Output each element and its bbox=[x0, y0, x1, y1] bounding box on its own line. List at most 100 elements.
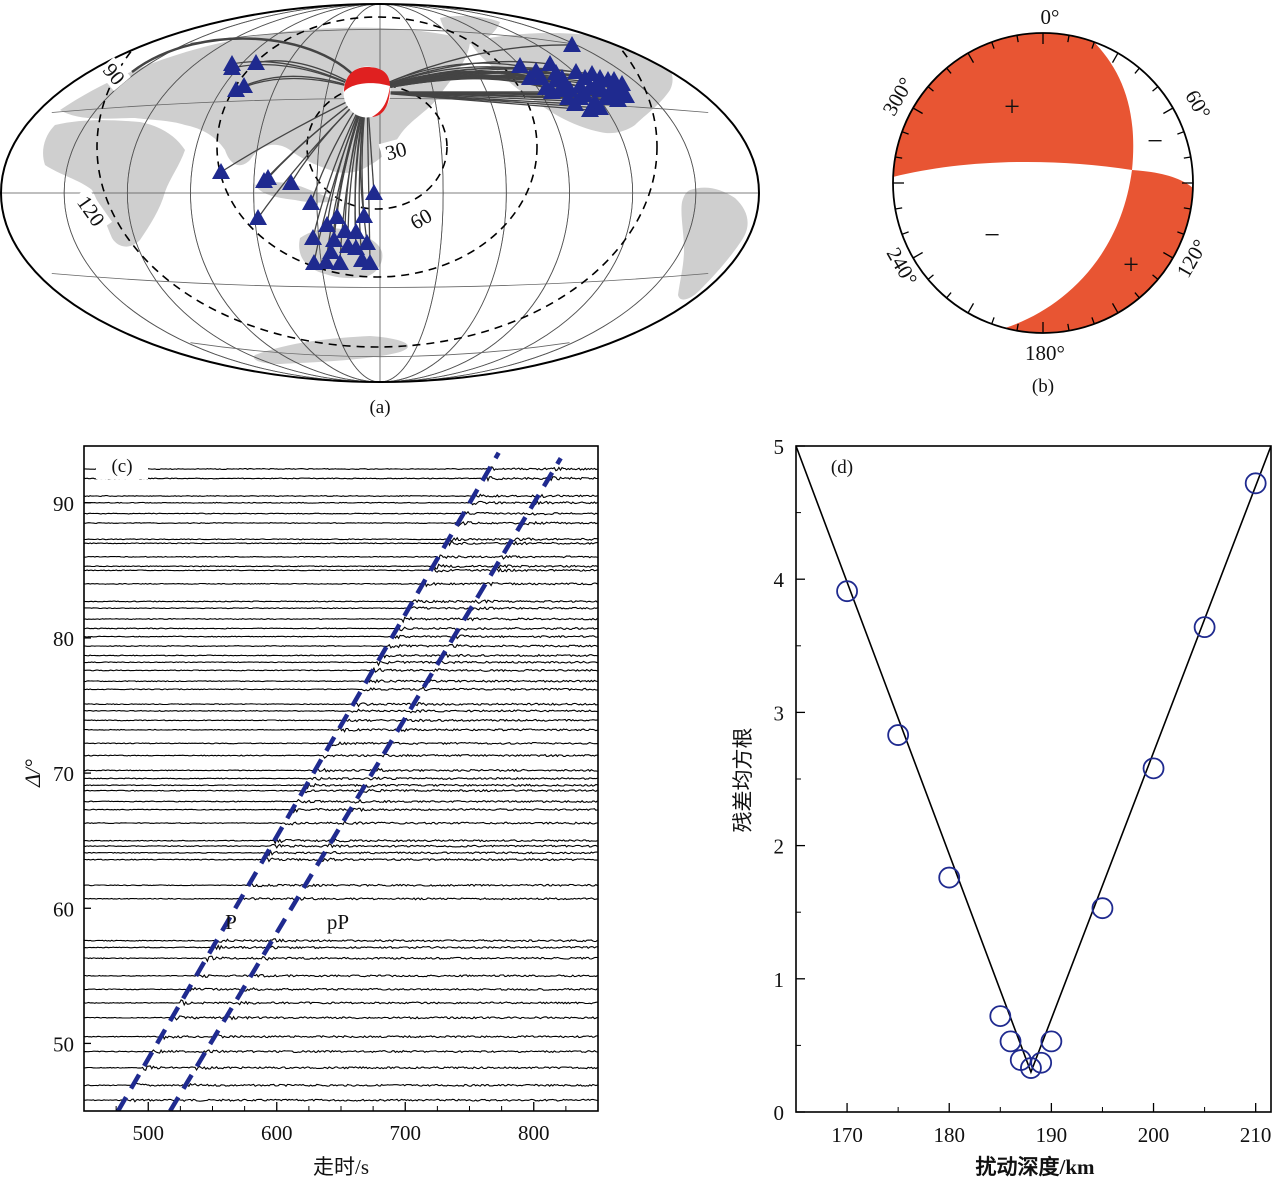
y-tick-label: 5 bbox=[774, 435, 785, 459]
azimuth-tick bbox=[946, 67, 952, 74]
seismogram-trace bbox=[84, 562, 598, 570]
seismogram-trace bbox=[84, 678, 598, 684]
seismogram-trace bbox=[84, 652, 598, 659]
azimuth-tick bbox=[967, 303, 975, 314]
rms-depth-panel: 170 180 190 200 210 0 1 2 3 4 5 (d) 扰动深度/km 残差均方根 bbox=[731, 435, 1272, 1179]
triangle-icon bbox=[556, 75, 574, 91]
azimuth-tick bbox=[1177, 231, 1185, 235]
land-north-america bbox=[470, 33, 673, 134]
axes-c: 500 600 700 800 50 60 70 80 90 bbox=[53, 492, 567, 1145]
azimuth-tick bbox=[1152, 274, 1159, 280]
azimuth-tick bbox=[901, 231, 909, 235]
seismogram-trace bbox=[84, 882, 598, 888]
seismogram-trace bbox=[84, 702, 598, 708]
polarity-plus-southeast: + bbox=[1123, 250, 1139, 281]
seismogram-trace bbox=[84, 510, 598, 516]
seismogram-trace bbox=[84, 466, 598, 472]
ray-path bbox=[366, 91, 576, 105]
azimuth-label-0: 0° bbox=[1041, 5, 1060, 29]
triangle-icon bbox=[601, 85, 619, 101]
seismogram-trace bbox=[84, 475, 598, 483]
seismogram-trace bbox=[84, 1032, 598, 1041]
seismogram-trace bbox=[84, 666, 598, 673]
seismogram-trace bbox=[84, 579, 598, 588]
seismogram-trace bbox=[84, 985, 598, 992]
data-point bbox=[989, 1005, 1012, 1027]
azimuth-tick bbox=[991, 41, 995, 49]
triangle-icon bbox=[563, 36, 581, 52]
seismogram-trace bbox=[84, 520, 598, 527]
polarity-marks: + + − − bbox=[984, 92, 1163, 281]
seismogram-trace bbox=[84, 616, 598, 624]
seismogram-trace bbox=[84, 955, 598, 963]
seismogram-trace bbox=[84, 820, 598, 826]
azimuth-tick bbox=[1134, 292, 1140, 299]
y-tick-label: 80 bbox=[53, 627, 74, 651]
triangle-icon bbox=[543, 83, 561, 99]
seismogram-trace bbox=[84, 1015, 598, 1021]
data-point bbox=[1091, 897, 1114, 920]
triangle-icon bbox=[617, 87, 635, 103]
triangle-icon bbox=[322, 243, 340, 259]
triangle-icon bbox=[511, 57, 529, 73]
polarity-plus-north: + bbox=[1004, 92, 1020, 123]
seismogram-trace bbox=[84, 1081, 598, 1088]
seismogram-trace bbox=[84, 843, 598, 849]
triangle-icon bbox=[521, 69, 539, 85]
triangle-icon bbox=[328, 208, 346, 224]
seismogram-trace bbox=[84, 798, 598, 804]
triangle-icon bbox=[567, 63, 585, 79]
data-point bbox=[1040, 1030, 1063, 1053]
ray-path bbox=[131, 37, 369, 93]
seismogram-trace bbox=[84, 633, 598, 640]
phase-line-pP bbox=[168, 457, 563, 1111]
seismogram-trace bbox=[84, 776, 598, 781]
azimuth-tick bbox=[927, 86, 934, 92]
azimuth-tick bbox=[912, 107, 923, 115]
triangle-icon bbox=[576, 86, 594, 102]
seismogram-trace bbox=[84, 857, 598, 863]
distance-contour bbox=[96, 4, 658, 348]
triangle-icon bbox=[361, 254, 379, 270]
map-panel: 90 30 60 120 (a) bbox=[0, 3, 760, 418]
parallel bbox=[190, 342, 570, 358]
data-point bbox=[887, 724, 910, 746]
azimuth-tick bbox=[895, 207, 903, 210]
seismogram-trace bbox=[84, 896, 598, 901]
y-tick-label: 0 bbox=[774, 1101, 785, 1125]
seismogram-trace bbox=[84, 554, 598, 560]
fit-line-path bbox=[796, 446, 1271, 1075]
x-tick-label: 210 bbox=[1240, 1123, 1272, 1147]
triangle-icon bbox=[581, 101, 599, 117]
seismogram-trace bbox=[84, 944, 598, 951]
seismogram-trace bbox=[84, 740, 598, 747]
triangle-icon bbox=[347, 223, 365, 239]
seismogram-trace bbox=[84, 686, 598, 692]
distance-contour bbox=[216, 16, 538, 278]
azimuth-tick bbox=[967, 52, 975, 63]
axes-d: 170 180 190 200 210 0 1 2 3 4 5 bbox=[774, 435, 1272, 1147]
azimuth-tick bbox=[1091, 317, 1095, 325]
y-tick-label: 60 bbox=[53, 897, 74, 921]
data-point bbox=[1193, 616, 1216, 639]
land-africa bbox=[43, 120, 185, 247]
triangle-icon bbox=[247, 54, 265, 70]
x-tick-label: 200 bbox=[1138, 1123, 1170, 1147]
azimuth-tick bbox=[1067, 35, 1070, 43]
seismogram-trace bbox=[84, 566, 598, 573]
polarity-minus-southwest: − bbox=[984, 220, 1000, 251]
seismogram-trace bbox=[84, 849, 598, 857]
seismogram-trace bbox=[84, 1065, 598, 1071]
y-tick-label: 70 bbox=[53, 762, 74, 786]
fit-line bbox=[796, 446, 1271, 1075]
azimuth-label-180: 180° bbox=[1025, 341, 1065, 365]
y-tick-label: 1 bbox=[774, 968, 785, 992]
triangle-icon bbox=[358, 234, 376, 250]
triangle-icon bbox=[235, 77, 253, 93]
triangle-icon bbox=[282, 174, 300, 190]
triangle-icon bbox=[318, 216, 336, 232]
data-point bbox=[938, 866, 961, 889]
azimuth-tick bbox=[1134, 67, 1140, 74]
seismogram-trace bbox=[84, 643, 598, 649]
